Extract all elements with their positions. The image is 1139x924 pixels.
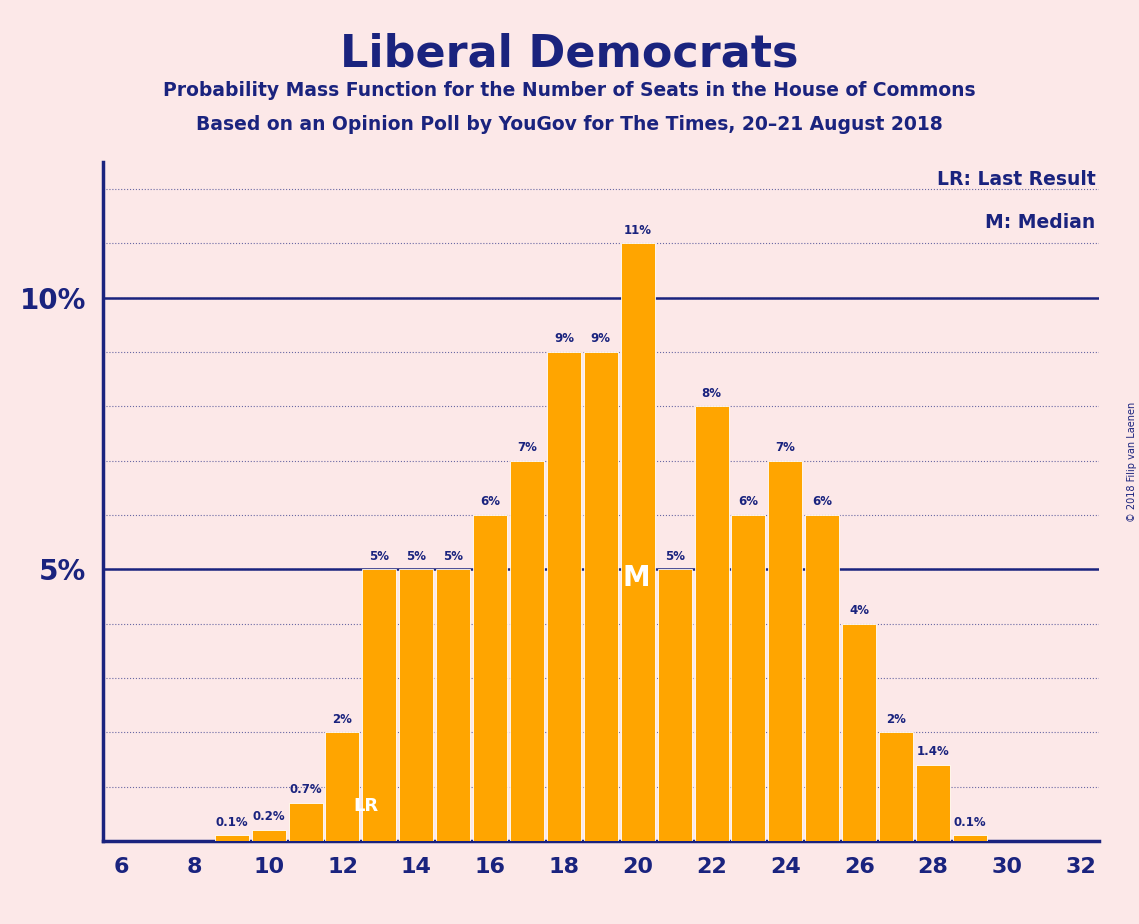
Bar	[547, 352, 581, 841]
Bar	[695, 407, 729, 841]
Bar	[657, 569, 691, 841]
Text: LR: Last Result: LR: Last Result	[936, 170, 1096, 188]
Bar	[252, 830, 286, 841]
Text: 7%: 7%	[776, 441, 795, 454]
Bar	[288, 803, 322, 841]
Text: LR: LR	[353, 797, 378, 815]
Text: 5%: 5%	[443, 550, 464, 563]
Text: Based on an Opinion Poll by YouGov for The Times, 20–21 August 2018: Based on an Opinion Poll by YouGov for T…	[196, 115, 943, 134]
Text: © 2018 Filip van Laenen: © 2018 Filip van Laenen	[1126, 402, 1137, 522]
Text: M: Median: M: Median	[985, 213, 1096, 232]
Bar	[916, 765, 950, 841]
Text: 9%: 9%	[554, 333, 574, 346]
Text: 1.4%: 1.4%	[917, 746, 950, 759]
Text: Probability Mass Function for the Number of Seats in the House of Commons: Probability Mass Function for the Number…	[163, 81, 976, 101]
Text: 2%: 2%	[333, 712, 352, 725]
Bar	[842, 624, 876, 841]
Text: 0.1%: 0.1%	[953, 816, 986, 829]
Text: Liberal Democrats: Liberal Democrats	[341, 32, 798, 76]
Text: 5%: 5%	[665, 550, 685, 563]
Text: 4%: 4%	[850, 604, 869, 617]
Bar	[400, 569, 433, 841]
Text: 11%: 11%	[624, 224, 652, 237]
Text: 5%: 5%	[369, 550, 390, 563]
Text: 8%: 8%	[702, 386, 722, 400]
Bar	[769, 460, 802, 841]
Bar	[731, 515, 765, 841]
Bar	[510, 460, 544, 841]
Bar	[473, 515, 507, 841]
Text: 6%: 6%	[738, 495, 759, 508]
Bar	[879, 732, 913, 841]
Text: 2%: 2%	[886, 712, 906, 725]
Text: 7%: 7%	[517, 441, 536, 454]
Text: 6%: 6%	[812, 495, 833, 508]
Bar	[326, 732, 360, 841]
Text: 0.7%: 0.7%	[289, 784, 322, 796]
Bar	[436, 569, 470, 841]
Bar	[953, 835, 986, 841]
Bar	[362, 569, 396, 841]
Bar	[215, 835, 248, 841]
Text: 9%: 9%	[591, 333, 611, 346]
Bar	[621, 243, 655, 841]
Text: 5%: 5%	[407, 550, 426, 563]
Bar	[584, 352, 617, 841]
Text: 0.1%: 0.1%	[215, 816, 248, 829]
Text: M: M	[622, 564, 649, 592]
Text: 6%: 6%	[480, 495, 500, 508]
Text: 0.2%: 0.2%	[253, 810, 285, 823]
Bar	[805, 515, 839, 841]
